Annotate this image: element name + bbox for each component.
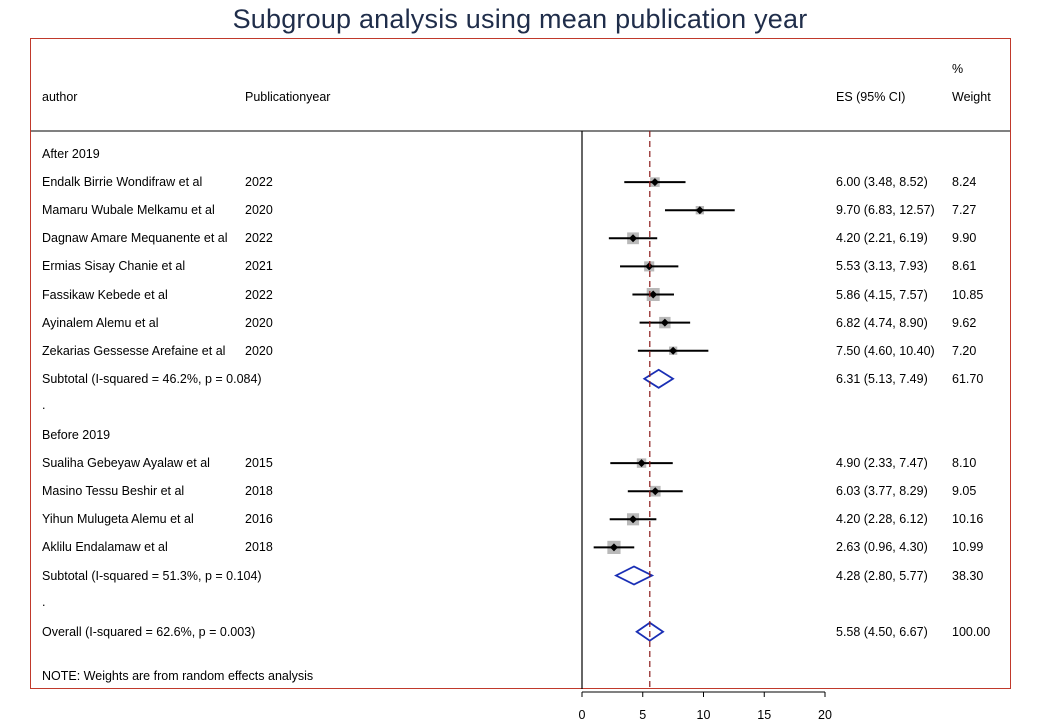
plot-frame: [30, 38, 1011, 689]
study-es: 2.63 (0.96, 4.30): [836, 540, 928, 555]
study-year: 2021: [245, 259, 273, 274]
study-es: 6.03 (3.77, 8.29): [836, 484, 928, 499]
study-year: 2020: [245, 315, 273, 330]
study-year: 2015: [245, 456, 273, 471]
study-point: [650, 178, 659, 187]
x-tick-label: 15: [757, 708, 771, 722]
study-es: 9.70 (6.83, 12.57): [836, 203, 935, 218]
study-author: Yihun Mulugeta Alemu et al: [42, 512, 194, 527]
study-author: Mamaru Wubale Melkamu et al: [42, 203, 215, 218]
subtotal-es: 6.31 (5.13, 7.49): [836, 371, 928, 386]
study-weight: 9.05: [952, 484, 977, 499]
x-tick-label: 10: [697, 708, 711, 722]
study-point: [645, 262, 654, 271]
study-weight: 9.90: [952, 231, 977, 246]
overall-diamond: [635, 621, 665, 642]
study-es: 4.20 (2.28, 6.12): [836, 512, 928, 527]
study-weight: 10.16: [952, 512, 984, 527]
subtotal-label: Subtotal (I-squared = 46.2%, p = 0.084): [42, 371, 262, 386]
header-weight: Weight: [952, 90, 991, 104]
group-spacer: .: [42, 397, 46, 412]
header-es: ES (95% CI): [836, 90, 906, 104]
study-point: [629, 515, 638, 524]
study-year: 2016: [245, 512, 273, 527]
subtotal-es: 4.28 (2.80, 5.77): [836, 568, 928, 583]
study-author: Sualiha Gebeyaw Ayalaw et al: [42, 456, 210, 471]
study-point: [695, 206, 704, 215]
study-point: [669, 346, 678, 355]
study-es: 6.82 (4.74, 8.90): [836, 315, 928, 330]
subtotal-weight: 61.70: [952, 371, 984, 386]
study-point: [609, 543, 618, 552]
study-es: 4.90 (2.33, 7.47): [836, 456, 928, 471]
x-tick-label: 0: [579, 708, 586, 722]
study-point: [649, 290, 658, 299]
overall-es: 5.58 (4.50, 6.67): [836, 624, 928, 639]
study-author: Ermias Sisay Chanie et al: [42, 259, 186, 274]
study-weight: 10.99: [952, 540, 984, 555]
study-author: Endalk Birrie Wondifraw et al: [42, 175, 203, 190]
study-weight: 9.62: [952, 315, 977, 330]
study-author: Ayinalem Alemu et al: [42, 315, 159, 330]
study-year: 2022: [245, 175, 273, 190]
study-year: 2018: [245, 484, 273, 499]
study-es: 5.86 (4.15, 7.57): [836, 287, 928, 302]
study-author: Zekarias Gessesse Arefaine et al: [42, 343, 226, 358]
study-author: Aklilu Endalamaw et al: [42, 540, 168, 555]
subtotal-diamond: [642, 368, 675, 389]
x-tick-label: 20: [818, 708, 832, 722]
study-author: Dagnaw Amare Mequanente et al: [42, 231, 228, 246]
study-point: [629, 234, 638, 243]
study-weight: 7.20: [952, 343, 977, 358]
study-weight: 8.24: [952, 175, 977, 190]
study-year: 2022: [245, 287, 273, 302]
study-weight: 10.85: [952, 287, 984, 302]
subtotal-label: Subtotal (I-squared = 51.3%, p = 0.104): [42, 568, 262, 583]
study-es: 6.00 (3.48, 8.52): [836, 175, 928, 190]
header-year: Publicationyear: [245, 90, 331, 104]
study-weight: 8.61: [952, 259, 977, 274]
study-es: 5.53 (3.13, 7.93): [836, 259, 928, 274]
study-year: 2022: [245, 231, 273, 246]
overall-label: Overall (I-squared = 62.6%, p = 0.003): [42, 624, 256, 639]
overall-weight: 100.00: [952, 624, 991, 639]
subtotal-diamond: [614, 565, 655, 586]
study-point: [651, 487, 660, 496]
header-percent: %: [952, 62, 964, 76]
header-author: author: [42, 90, 78, 104]
study-year: 2018: [245, 540, 273, 555]
x-tick-label: 5: [639, 708, 646, 722]
study-author: Masino Tessu Beshir et al: [42, 484, 185, 499]
study-es: 4.20 (2.21, 6.19): [836, 231, 928, 246]
group-label: Before 2019: [42, 428, 111, 442]
study-es: 7.50 (4.60, 10.40): [836, 343, 935, 358]
subtotal-weight: 38.30: [952, 568, 984, 583]
study-weight: 7.27: [952, 203, 977, 218]
group-label: After 2019: [42, 147, 100, 161]
study-year: 2020: [245, 203, 273, 218]
study-point: [637, 459, 646, 468]
study-weight: 8.10: [952, 456, 977, 471]
group-spacer: .: [42, 594, 46, 609]
study-author: Fassikaw Kebede et al: [42, 287, 168, 302]
study-year: 2020: [245, 343, 273, 358]
chart-title: Subgroup analysis using mean publication…: [232, 4, 808, 34]
note-text: NOTE: Weights are from random effects an…: [42, 669, 314, 683]
study-point: [660, 318, 669, 327]
